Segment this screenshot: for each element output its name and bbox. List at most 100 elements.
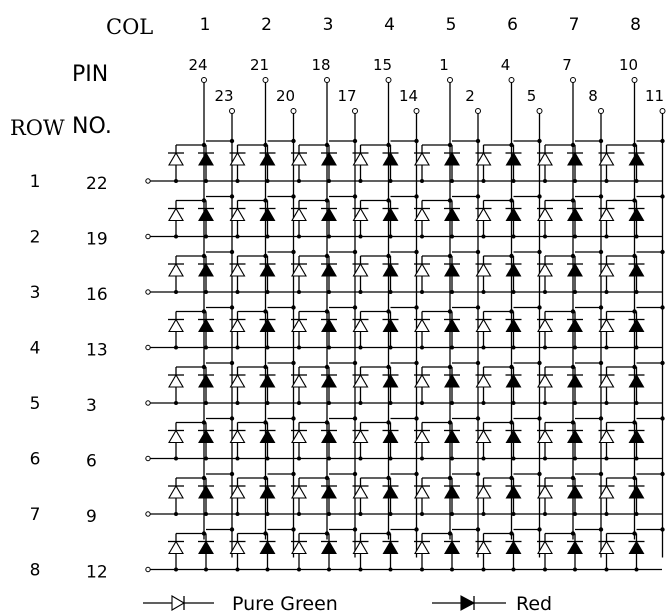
junction-dot (537, 527, 542, 532)
red-led (382, 200, 399, 237)
junction-dot (632, 420, 637, 425)
junction-dot (537, 249, 542, 255)
red-led (321, 478, 337, 514)
green-led (229, 533, 246, 570)
column-red-pin: 17 (337, 87, 356, 105)
junction-dot (598, 360, 604, 366)
junction-dot (201, 253, 207, 259)
green-led (537, 478, 553, 514)
green-led (291, 533, 307, 570)
pin-terminal (447, 77, 453, 83)
red-led (321, 145, 337, 181)
green-led (352, 256, 369, 292)
red-led (505, 145, 522, 181)
junction-dot (324, 253, 330, 259)
green-led (537, 200, 553, 237)
red-led (321, 422, 337, 459)
junction-dot (263, 420, 268, 425)
red-led (259, 311, 276, 348)
column-green-pin: 1 (439, 56, 449, 74)
junction-dot (229, 249, 235, 255)
junction-dot (537, 305, 542, 310)
junction-dot (632, 475, 637, 481)
junction-dot (598, 138, 604, 144)
junction-dot (201, 475, 207, 481)
row-terminal (145, 400, 151, 406)
green-led (414, 422, 430, 459)
green-led (414, 533, 430, 570)
junction-dot (324, 142, 330, 148)
junction-dot (324, 420, 330, 425)
green-led (291, 478, 307, 514)
row-labels: 1 222 193 164 135 36 67 98 12 (30, 172, 108, 583)
junction-dot (509, 475, 514, 481)
junction-dot (324, 475, 330, 481)
junction-dot (447, 364, 453, 370)
green-led (229, 367, 246, 403)
junction-dot (386, 475, 391, 481)
junction-dot (475, 249, 481, 255)
pin-header: PIN (72, 62, 108, 87)
row-label: 2 (30, 228, 41, 248)
junction-dot (352, 360, 358, 366)
junction-dot (263, 531, 268, 536)
column-green-pin: 7 (562, 56, 572, 74)
green-led (598, 533, 615, 570)
row-terminal (145, 344, 151, 351)
red-led (382, 311, 399, 348)
column-green-pin: 4 (501, 56, 511, 74)
green-led (598, 422, 615, 459)
row-terminal (145, 455, 151, 462)
red-led (198, 256, 214, 292)
red-led (567, 311, 583, 348)
pin-terminal (229, 108, 235, 114)
green-led (168, 422, 184, 459)
red-led (444, 311, 460, 348)
red-led (505, 200, 522, 237)
junction-dot (263, 309, 268, 314)
column-label: 8 (630, 15, 641, 35)
green-led (291, 367, 307, 403)
junction-dot (414, 471, 419, 477)
row-terminal (145, 566, 151, 573)
green-led (414, 367, 430, 403)
junction-dot (386, 531, 391, 536)
green-led (475, 367, 492, 403)
junction-dot (352, 471, 358, 477)
junction-dot (291, 194, 296, 199)
red-led (382, 256, 399, 292)
green-led (475, 311, 492, 348)
red-led (198, 422, 214, 459)
junction-dot (570, 420, 576, 425)
junction-dot (447, 309, 453, 314)
pin-terminal (352, 108, 358, 114)
junction-dot (229, 194, 235, 199)
junction-dot (291, 360, 296, 366)
junction-dot (414, 249, 419, 255)
green-led (168, 145, 184, 181)
junction-dot (352, 249, 358, 255)
green-led (475, 256, 492, 292)
green-led (475, 533, 492, 570)
red-led (198, 311, 214, 348)
junction-dot (291, 416, 296, 421)
junction-dot (229, 471, 235, 477)
red-led (505, 422, 522, 459)
column-red-pin: 11 (645, 87, 664, 105)
junction-dot (263, 364, 268, 370)
junction-dot (352, 194, 358, 199)
red-led (198, 367, 214, 403)
junction-dot (263, 198, 268, 203)
column-green-pin: 10 (619, 56, 638, 74)
red-led (567, 478, 583, 514)
pin-terminal (570, 77, 576, 83)
green-led (168, 533, 184, 570)
red-led (198, 478, 214, 514)
green-led (352, 311, 369, 348)
green-led (291, 256, 307, 292)
row-label: 1 (30, 172, 41, 192)
junction-dot (386, 198, 391, 203)
junction-dot (598, 527, 604, 532)
junction-dot (201, 142, 207, 148)
junction-dot (447, 531, 453, 536)
